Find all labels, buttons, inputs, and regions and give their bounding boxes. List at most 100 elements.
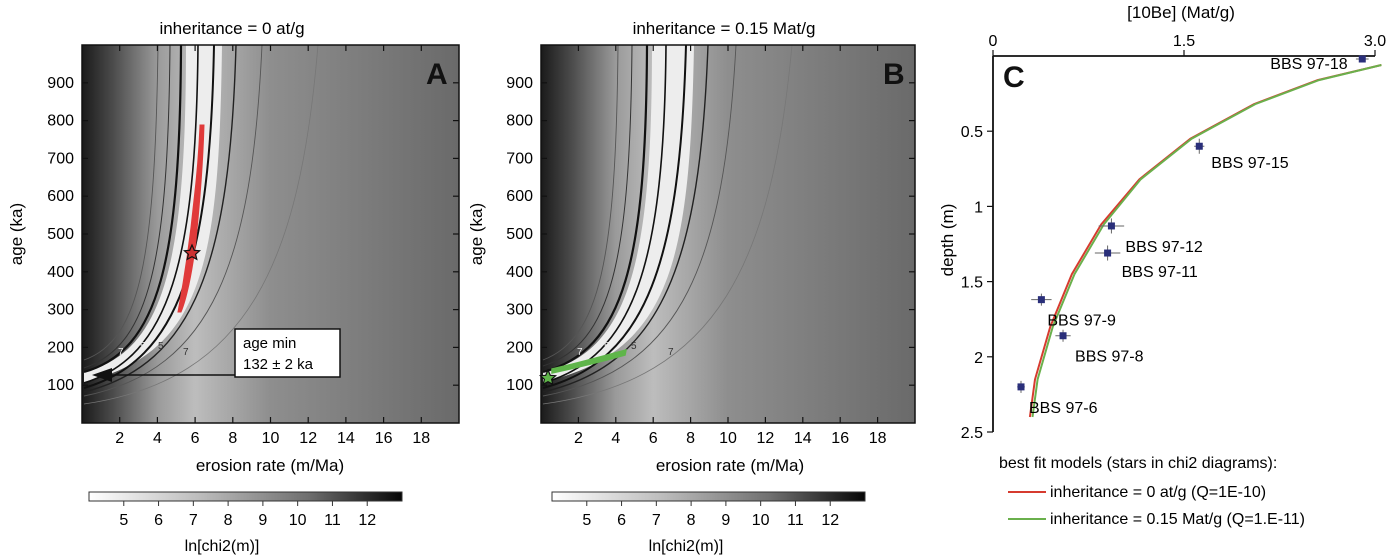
panel-a-x-tick-label: 16 xyxy=(375,430,393,447)
panel-a-y-tick-label: 100 xyxy=(47,377,74,394)
panel-a-y-tick-label: 500 xyxy=(47,226,74,243)
panel-a-title: inheritance = 0 at/g xyxy=(159,19,304,38)
panel-a-x-tick-label: 14 xyxy=(337,430,355,447)
panel-b-title: inheritance = 0.15 Mat/g xyxy=(633,19,816,38)
panel-b-x-tick-label: 4 xyxy=(611,430,620,447)
legend: inheritance = 0 at/g (Q=1E-10) inheritanc… xyxy=(1008,484,1305,528)
panel-b-colorbar-label: ln[chi2(m)] xyxy=(649,538,724,555)
panel-b-colorbar-ticks: 5 6 7 8 9 10 11 12 xyxy=(582,501,839,529)
panel-c-point-label: BBS 97-9 xyxy=(1047,313,1116,330)
panel-a-colorbar-tick-label: 9 xyxy=(258,512,267,529)
panel-a-colorbar-tick-label: 5 xyxy=(119,512,128,529)
legend-title: best fit models (stars in chi2 diagrams)… xyxy=(999,455,1277,472)
panel-a-contour-label: 7 xyxy=(183,347,189,358)
panel-c-point-label: BBS 97-12 xyxy=(1125,239,1202,256)
panel-c-y-tick-label: 2.5 xyxy=(961,425,983,442)
panel-b-x-tick-label: 8 xyxy=(686,430,695,447)
panel-c-point-label: BBS 97-18 xyxy=(1270,56,1347,73)
panel-b-contour-label: 5 xyxy=(631,341,637,352)
panel-c-x-tick-label: 3.0 xyxy=(1364,33,1386,50)
panel-c-y-tick-label: 1 xyxy=(974,199,983,216)
panel-b-colorbar-tick-label: 5 xyxy=(582,512,591,529)
panel-b-letter: B xyxy=(883,58,905,91)
panel-b-x-tick-label: 12 xyxy=(757,430,775,447)
panel-c-point-label: BBS 97-11 xyxy=(1122,264,1198,281)
panel-b-contour-label: 7 xyxy=(668,347,674,358)
panel-a-x-tick-label: 2 xyxy=(115,430,124,447)
panel-b-contour-label: 5 xyxy=(604,341,610,352)
panel-a-x-tick-label: 10 xyxy=(262,430,280,447)
panel-a-callout-line1: age min xyxy=(243,335,296,352)
panel-a-colorbar-tick-label: 10 xyxy=(289,512,307,529)
panel-c-x-tick-label: 0 xyxy=(989,33,998,50)
panel-a: inheritance = 0 at/g 7 5 5 7 age min 132… xyxy=(7,19,459,555)
panel-a-y-tick-label: 200 xyxy=(47,339,74,356)
panel-b-y-axis-label: age (ka) xyxy=(467,203,486,265)
panel-c-y-tick-label: 1.5 xyxy=(961,275,983,292)
panel-a-contour-label: 5 xyxy=(140,341,146,352)
panel-a-x-axis-label: erosion rate (m/Ma) xyxy=(196,456,344,475)
panel-c-y-axis-label: depth (m) xyxy=(938,204,957,277)
panel-b-y-tick-label: 300 xyxy=(506,302,533,319)
panel-b-y-tick-label: 500 xyxy=(506,226,533,243)
panel-b-x-tick-label: 16 xyxy=(831,430,849,447)
panel-b-y-tick-label: 900 xyxy=(506,75,533,92)
panel-a-x-tick-label: 18 xyxy=(412,430,430,447)
panel-c-data-point xyxy=(1038,296,1045,303)
panel-b: inheritance = 0.15 Mat/g 7 5 5 7 B 24681… xyxy=(467,19,915,555)
panel-b-y-tick-label: 400 xyxy=(506,264,533,281)
panel-a-x-tick-label: 8 xyxy=(228,430,237,447)
panel-b-y-tick-label: 700 xyxy=(506,150,533,167)
panel-a-colorbar-tick-label: 8 xyxy=(224,512,233,529)
panel-b-colorbar-tick-label: 11 xyxy=(787,512,804,529)
panel-b-x-tick-label: 18 xyxy=(869,430,887,447)
panel-b-colorbar-tick-label: 6 xyxy=(617,512,626,529)
panel-b-colorbar-tick-label: 10 xyxy=(752,512,770,529)
panel-c-data-point xyxy=(1196,143,1203,150)
panel-a-y-axis-label: age (ka) xyxy=(7,203,26,265)
panel-b-x-tick-label: 10 xyxy=(719,430,737,447)
panel-b-plot-background xyxy=(541,45,915,423)
panel-b-y-tick-label: 600 xyxy=(506,188,533,205)
panel-c-data-point xyxy=(1359,56,1366,63)
panel-b-y-tick-label: 800 xyxy=(506,113,533,130)
panel-a-colorbar-ticks: 5 6 7 8 9 10 11 12 xyxy=(119,501,376,529)
panel-b-x-tick-label: 14 xyxy=(794,430,812,447)
panel-a-colorbar-tick-label: 12 xyxy=(358,512,376,529)
panel-c-y-tick-label: 2 xyxy=(974,350,983,367)
panel-a-y-tick-label: 900 xyxy=(47,75,74,92)
panel-b-colorbar-tick-label: 9 xyxy=(721,512,730,529)
panel-a-y-tick-label: 800 xyxy=(47,113,74,130)
panel-c: [10Be] (Mat/g) depth (m) 0 1.5 3.0 0.5 1 1.5 2… xyxy=(938,3,1386,528)
panel-a-y-tick-label: 300 xyxy=(47,302,74,319)
panel-a-colorbar-tick-label: 11 xyxy=(324,512,341,529)
panel-c-point-label: BBS 97-15 xyxy=(1211,155,1288,172)
panel-c-data-point xyxy=(1018,383,1025,390)
panel-c-letter: C xyxy=(1003,61,1025,94)
panel-a-colorbar-tick-label: 7 xyxy=(189,512,198,529)
panel-a-colorbar-label: ln[chi2(m)] xyxy=(185,538,260,555)
panel-a-letter: A xyxy=(426,58,448,91)
panel-a-y-tick-label: 600 xyxy=(47,188,74,205)
panel-c-data-point xyxy=(1060,332,1067,339)
panel-b-x-axis-label: erosion rate (m/Ma) xyxy=(656,456,804,475)
panel-a-x-tick-label: 12 xyxy=(299,430,317,447)
panel-c-point-label: BBS 97-6 xyxy=(1029,400,1098,417)
panel-c-x-tick-label: 1.5 xyxy=(1173,33,1195,50)
panel-a-colorbar-tick-label: 6 xyxy=(154,512,163,529)
panel-a-x-tick-label: 6 xyxy=(191,430,200,447)
panel-c-data-point xyxy=(1104,250,1111,257)
panel-a-callout-line2: 132 ± 2 ka xyxy=(243,356,314,373)
panel-a-contour-label: 5 xyxy=(158,341,164,352)
panel-a-y-tick-label: 700 xyxy=(47,150,74,167)
panel-b-y-tick-label: 100 xyxy=(506,377,533,394)
panel-b-x-tick-label: 2 xyxy=(574,430,583,447)
panel-c-y-tick-label: 0.5 xyxy=(961,124,983,141)
panel-b-y-tick-label: 200 xyxy=(506,339,533,356)
panel-c-axes: 0 1.5 3.0 0.5 1 1.5 2 2.5 xyxy=(961,33,1386,442)
panel-a-x-tick-label: 4 xyxy=(153,430,162,447)
panel-a-colorbar xyxy=(89,492,402,501)
legend-entry: inheritance = 0.15 Mat/g (Q=1.E-11) xyxy=(1050,511,1305,528)
panel-b-x-tick-label: 6 xyxy=(649,430,658,447)
